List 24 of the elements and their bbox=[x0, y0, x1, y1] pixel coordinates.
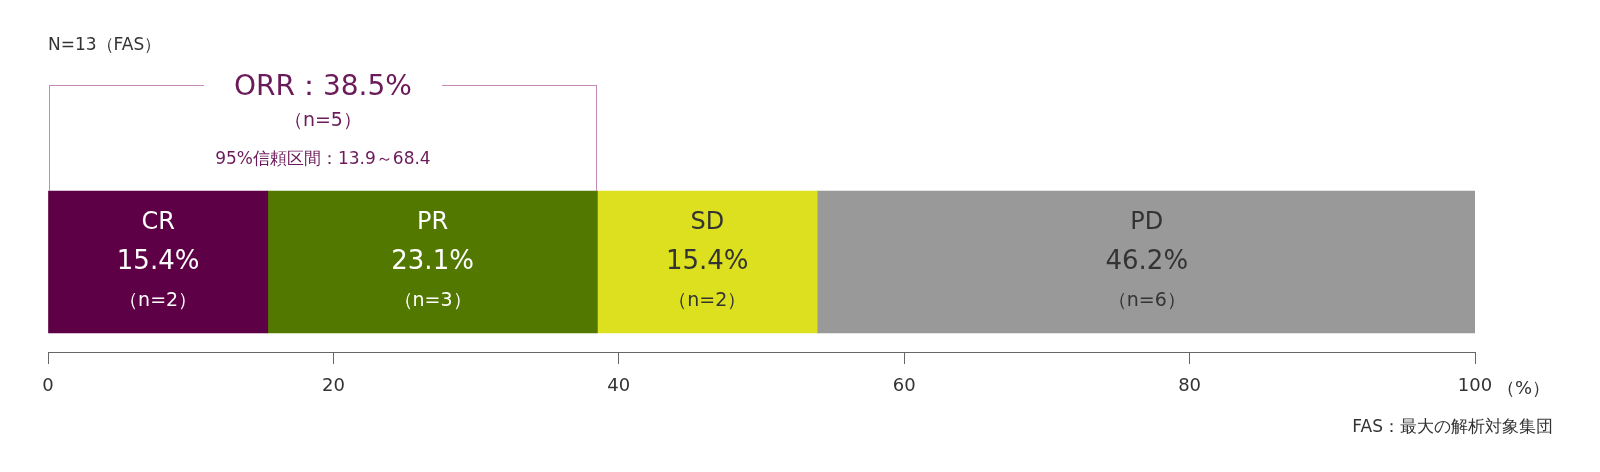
x-tick-label: 0 bbox=[42, 374, 54, 396]
bar bbox=[597, 190, 818, 334]
x-tick-label: 80 bbox=[1178, 374, 1202, 396]
series-label: PD bbox=[1130, 207, 1164, 236]
data-label: 46.2% （n=6） bbox=[1105, 244, 1189, 310]
series-label: PR bbox=[417, 207, 449, 236]
x-tick-label: 100 bbox=[1457, 374, 1493, 396]
text: ORR：38.5% bbox=[203, 69, 442, 102]
data-label: 23.1% （n=3） bbox=[391, 244, 474, 310]
x-axis-title: （%） bbox=[1497, 376, 1551, 398]
text: FAS：最大の解析対象集団 bbox=[1352, 416, 1553, 436]
data-label: 15.4% （n=2） bbox=[116, 244, 200, 310]
data-label: 15.4% （n=2） bbox=[665, 244, 749, 310]
text: （n=5） bbox=[283, 108, 362, 130]
series-label: SD bbox=[690, 207, 725, 236]
bar bbox=[48, 190, 269, 334]
x-tick-label: 20 bbox=[321, 374, 345, 396]
x-tick-label: 60 bbox=[892, 374, 916, 396]
bar bbox=[267, 190, 598, 334]
text: N=13（FAS） bbox=[48, 34, 162, 54]
text: 95%信頼区間：13.9～68.4 bbox=[215, 148, 431, 168]
x-tick-label: 40 bbox=[607, 374, 631, 396]
series-label: CR bbox=[141, 207, 175, 236]
bar bbox=[816, 190, 1475, 334]
